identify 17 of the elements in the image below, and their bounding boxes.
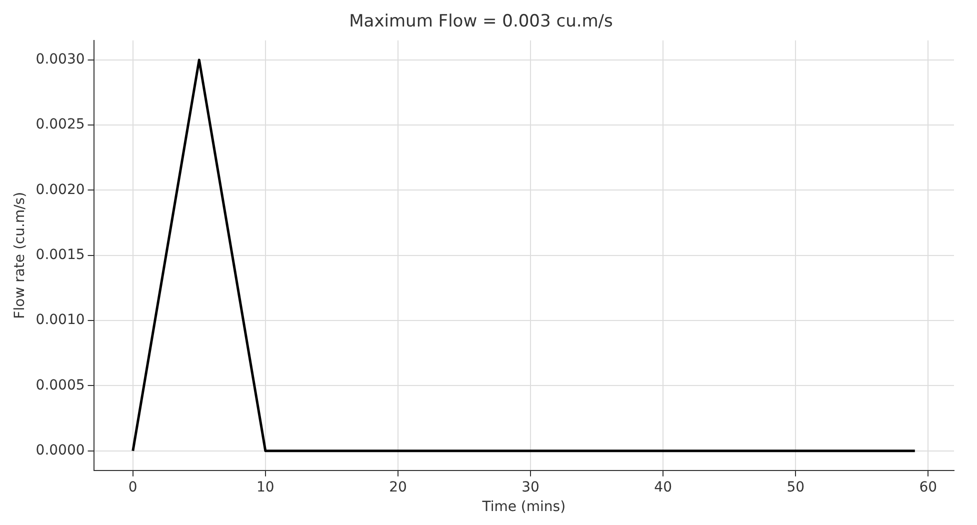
- chart-title: Maximum Flow = 0.003 cu.m/s: [349, 12, 614, 32]
- y-tick-label: 0.0025: [36, 116, 85, 133]
- x-tick-label: 20: [389, 479, 407, 496]
- x-tick-label: 60: [919, 479, 938, 496]
- x-tick-label: 50: [786, 479, 805, 496]
- y-tick-label: 0.0000: [36, 442, 85, 458]
- x-tick-label: 10: [256, 479, 274, 496]
- y-tick-label: 0.0030: [36, 52, 85, 68]
- y-tick-label: 0.0020: [36, 182, 85, 198]
- x-tick-label: 0: [128, 479, 138, 496]
- y-tick-label: 0.0010: [36, 312, 85, 328]
- x-tick-label: 40: [654, 479, 672, 496]
- x-axis-title: Time (mins): [481, 499, 566, 516]
- y-tick-label: 0.0015: [36, 247, 85, 264]
- y-axis-title: Flow rate (cu.m/s): [12, 192, 28, 319]
- x-tick-label: 30: [522, 479, 540, 496]
- y-tick-label: 0.0005: [36, 377, 85, 394]
